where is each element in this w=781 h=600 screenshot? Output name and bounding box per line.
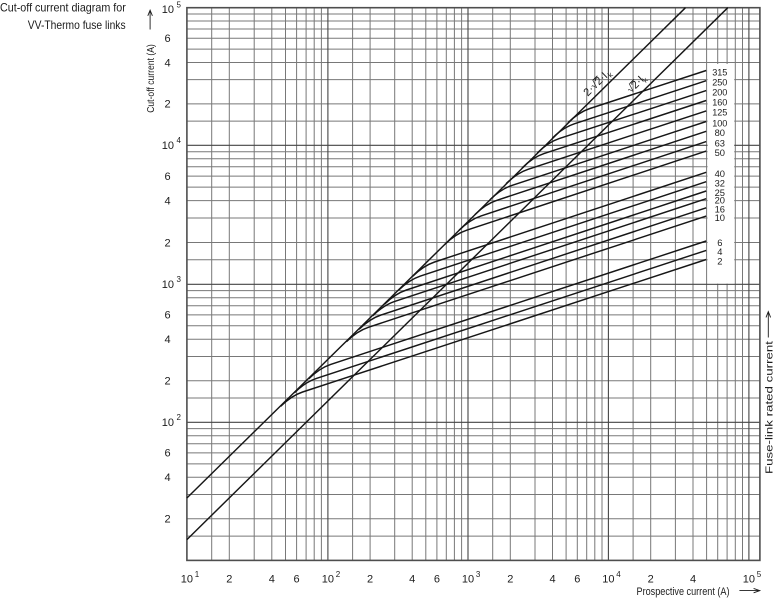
- svg-text:6: 6: [717, 237, 722, 248]
- svg-text:10: 10: [715, 212, 725, 223]
- svg-text:4: 4: [269, 573, 275, 585]
- svg-text:4: 4: [164, 195, 170, 207]
- svg-text:Cut-off current (A): Cut-off current (A): [146, 44, 157, 113]
- svg-text:100: 100: [712, 117, 727, 128]
- svg-text:4: 4: [164, 472, 170, 484]
- svg-text:10: 10: [162, 417, 174, 429]
- svg-text:6: 6: [574, 573, 580, 585]
- svg-text:4: 4: [717, 246, 722, 257]
- svg-text:4: 4: [164, 334, 170, 346]
- svg-text:2: 2: [164, 237, 170, 249]
- svg-text:200: 200: [712, 86, 727, 97]
- svg-text:315: 315: [712, 66, 727, 77]
- svg-text:160: 160: [712, 96, 727, 107]
- svg-text:250: 250: [712, 77, 727, 88]
- svg-text:3: 3: [177, 275, 182, 284]
- svg-text:Fuse-link rated current: Fuse-link rated current: [764, 341, 776, 474]
- svg-text:10: 10: [162, 279, 174, 291]
- svg-text:6: 6: [164, 448, 170, 460]
- svg-text:6: 6: [164, 310, 170, 322]
- svg-text:125: 125: [712, 107, 727, 118]
- svg-text:VV-Thermo fuse links: VV-Thermo fuse links: [28, 19, 126, 32]
- svg-text:80: 80: [715, 127, 725, 138]
- svg-text:3: 3: [476, 570, 481, 579]
- svg-text:6: 6: [164, 171, 170, 183]
- svg-text:10: 10: [322, 573, 334, 585]
- svg-text:5: 5: [757, 570, 762, 579]
- svg-text:5: 5: [177, 1, 182, 10]
- svg-text:1: 1: [195, 570, 200, 579]
- svg-text:25: 25: [715, 187, 725, 198]
- svg-text:2: 2: [717, 255, 722, 266]
- svg-text:10: 10: [162, 4, 174, 16]
- svg-text:4: 4: [549, 573, 555, 585]
- svg-text:10: 10: [602, 573, 614, 585]
- svg-text:2: 2: [226, 573, 232, 585]
- svg-text:2: 2: [177, 413, 182, 422]
- svg-text:6: 6: [434, 573, 440, 585]
- svg-text:Cut-off current diagram for: Cut-off current diagram for: [0, 1, 126, 14]
- svg-text:6: 6: [164, 33, 170, 45]
- svg-text:2: 2: [164, 376, 170, 388]
- svg-text:16: 16: [715, 204, 725, 215]
- svg-text:2: 2: [336, 570, 341, 579]
- svg-text:10: 10: [181, 573, 193, 585]
- svg-text:k: k: [606, 70, 615, 79]
- svg-text:4: 4: [409, 573, 415, 585]
- svg-text:2: 2: [367, 573, 373, 585]
- svg-text:50: 50: [715, 147, 725, 158]
- svg-text:k: k: [641, 75, 650, 84]
- svg-text:4: 4: [690, 573, 696, 585]
- svg-text:2: 2: [648, 573, 654, 585]
- svg-text:4: 4: [177, 136, 182, 145]
- svg-text:Prospective current (A): Prospective current (A): [637, 586, 730, 598]
- svg-text:10: 10: [162, 140, 174, 152]
- svg-text:2: 2: [507, 573, 513, 585]
- svg-text:2: 2: [164, 514, 170, 526]
- svg-text:4: 4: [164, 57, 170, 69]
- svg-text:2: 2: [164, 99, 170, 111]
- svg-text:20: 20: [715, 195, 725, 206]
- svg-text:6: 6: [294, 573, 300, 585]
- svg-text:4: 4: [616, 570, 621, 579]
- svg-text:32: 32: [715, 178, 725, 189]
- svg-text:63: 63: [715, 137, 725, 148]
- svg-text:40: 40: [715, 168, 725, 179]
- svg-text:10: 10: [462, 573, 474, 585]
- svg-text:10: 10: [743, 573, 755, 585]
